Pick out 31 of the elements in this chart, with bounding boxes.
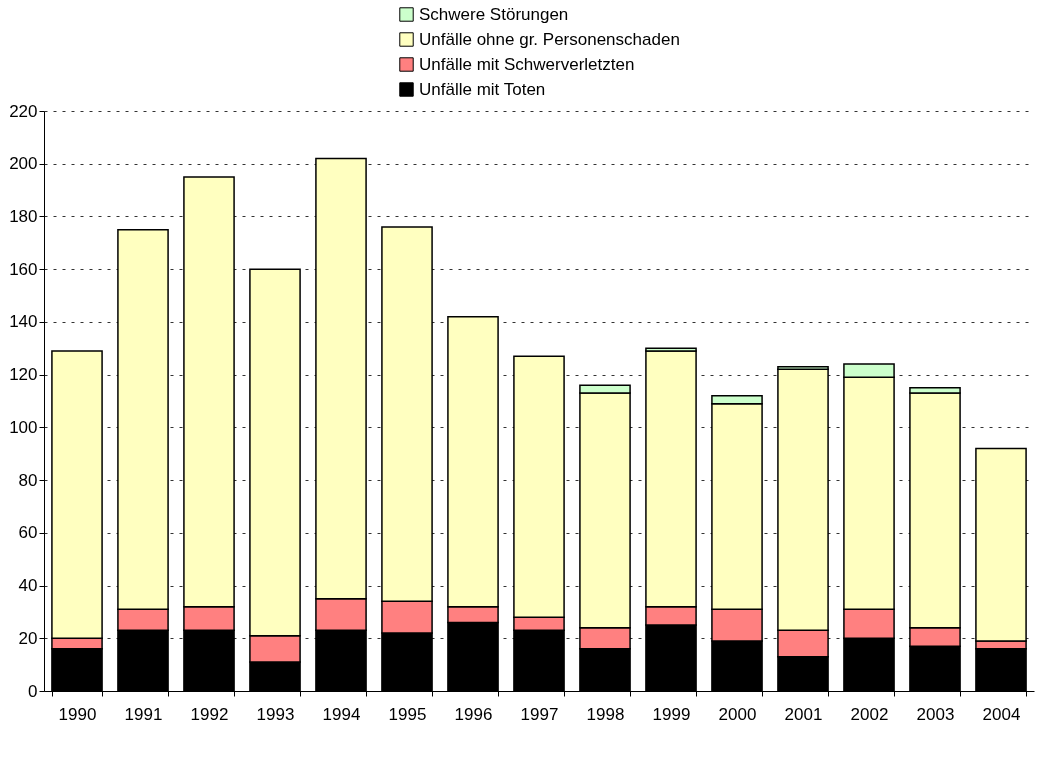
- y-tick-label: 40: [18, 576, 38, 596]
- x-tick-label: 1990: [58, 704, 97, 724]
- y-tick-label: 120: [9, 365, 38, 385]
- x-tick-label: 1996: [454, 704, 493, 724]
- x-tick-label: 2003: [916, 704, 955, 724]
- y-tick-label: 60: [18, 523, 38, 543]
- x-tick-label: 2001: [784, 704, 823, 724]
- x-tick-label: 1998: [586, 704, 625, 724]
- x-tick-label: 1999: [652, 704, 691, 724]
- x-tick-label: 1997: [520, 704, 559, 724]
- y-tick-label: 20: [18, 628, 38, 648]
- y-tick-label: 160: [9, 259, 38, 279]
- x-tick-label: 1995: [388, 704, 427, 724]
- x-tick-label: 1994: [322, 704, 361, 724]
- legend-label: Schwere Störungen: [419, 4, 569, 24]
- x-tick-label: 1993: [256, 704, 295, 724]
- legend-label: Unfälle mit Toten: [419, 79, 546, 99]
- y-tick-label: 140: [9, 312, 38, 332]
- x-tick-label: 2004: [982, 704, 1021, 724]
- y-tick-label: 80: [18, 470, 38, 490]
- y-tick-label: 200: [9, 154, 38, 174]
- y-tick-label: 0: [28, 681, 38, 701]
- y-tick-label: 180: [9, 206, 38, 226]
- x-tick-label: 2000: [718, 704, 757, 724]
- x-tick-label: 1992: [190, 704, 229, 724]
- legend-label: Unfälle mit Schwerverletzten: [419, 54, 635, 74]
- y-tick-label: 220: [9, 101, 38, 121]
- x-tick-label: 1991: [124, 704, 163, 724]
- y-tick-label: 100: [9, 417, 38, 437]
- legend-label: Unfälle ohne gr. Personenschaden: [419, 29, 680, 49]
- x-tick-label: 2002: [850, 704, 889, 724]
